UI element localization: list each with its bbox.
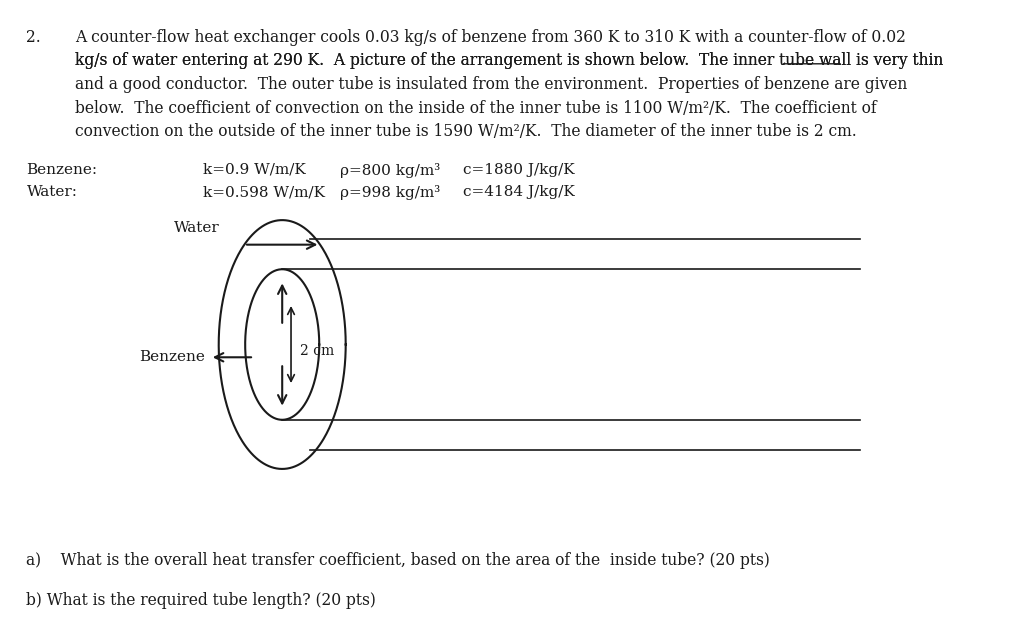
Text: convection on the outside of the inner tube is 1590 W/m²/K.  The diameter of the: convection on the outside of the inner t… — [75, 123, 857, 140]
Text: ρ=998 kg/m³: ρ=998 kg/m³ — [340, 185, 439, 200]
Text: a)    What is the overall heat transfer coefficient, based on the area of the  i: a) What is the overall heat transfer coe… — [27, 552, 770, 569]
Text: kg/s of water entering at 290 K.  A picture of the arrangement is shown below.  : kg/s of water entering at 290 K. A pictu… — [75, 52, 943, 70]
Text: kg/s of water entering at 290 K.  A picture of the arrangement is shown below.  : kg/s of water entering at 290 K. A pictu… — [75, 52, 943, 70]
Text: below.  The coefficient of convection on the inside of the inner tube is 1100 W/: below. The coefficient of convection on … — [75, 100, 877, 117]
Text: Water:: Water: — [27, 185, 78, 199]
Text: 2 cm: 2 cm — [300, 344, 334, 358]
Text: k=0.598 W/m/K: k=0.598 W/m/K — [203, 185, 325, 199]
Text: 2.: 2. — [27, 29, 41, 46]
Text: b) What is the required tube length? (20 pts): b) What is the required tube length? (20… — [27, 592, 377, 609]
Text: k=0.9 W/m/K: k=0.9 W/m/K — [203, 163, 305, 177]
Text: Water: Water — [174, 221, 220, 235]
Text: ρ=800 kg/m³: ρ=800 kg/m³ — [340, 163, 439, 178]
Text: Benzene:: Benzene: — [27, 163, 97, 177]
Text: c=4184 J/kg/K: c=4184 J/kg/K — [463, 185, 574, 199]
Text: A counter-flow heat exchanger cools 0.03 kg/s of benzene from 360 K to 310 K wit: A counter-flow heat exchanger cools 0.03… — [75, 29, 906, 46]
Text: c=1880 J/kg/K: c=1880 J/kg/K — [463, 163, 574, 177]
Text: Benzene: Benzene — [139, 350, 206, 364]
Text: and a good conductor.  The outer tube is insulated from the environment.  Proper: and a good conductor. The outer tube is … — [75, 76, 907, 93]
